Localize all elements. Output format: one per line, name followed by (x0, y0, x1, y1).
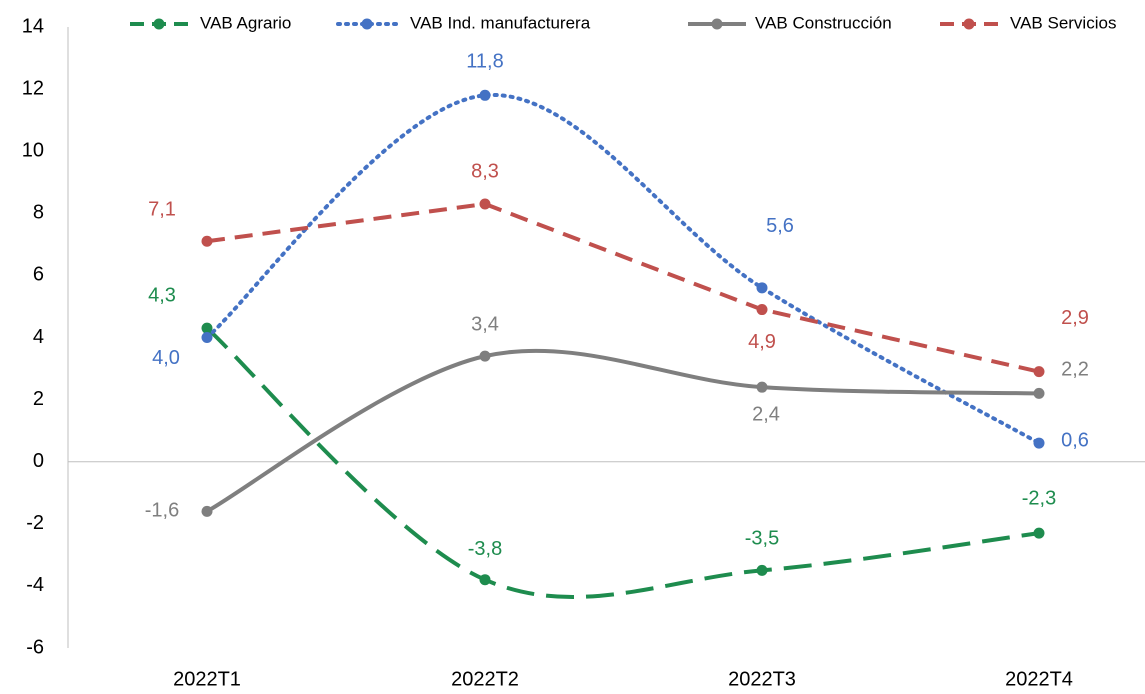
data-point (1033, 387, 1045, 399)
data-point (479, 89, 491, 101)
data-label: 4,0 (152, 347, 180, 369)
legend-marker (711, 18, 723, 30)
data-label: 11,8 (466, 51, 503, 73)
data-point (756, 304, 768, 316)
data-label: 2,9 (1061, 307, 1089, 329)
x-tick-label: 2022T1 (173, 668, 241, 690)
data-label: 4,9 (748, 331, 776, 353)
y-tick-label: 12 (22, 77, 44, 99)
y-tick-label: -6 (26, 636, 44, 658)
x-tick-label: 2022T3 (728, 668, 796, 690)
y-tick-label: 8 (33, 202, 44, 224)
data-point (201, 505, 213, 517)
data-label: 2,2 (1061, 359, 1089, 381)
data-label: 3,4 (471, 313, 499, 335)
legend-marker (153, 18, 165, 30)
data-point (479, 198, 491, 210)
data-point (756, 564, 768, 576)
data-label: -1,6 (145, 500, 179, 522)
y-tick-label: 2 (33, 388, 44, 410)
data-label: 0,6 (1061, 429, 1089, 451)
legend-label: VAB Agrario (200, 13, 291, 32)
legend-label: VAB Servicios (1010, 13, 1116, 32)
data-label: 5,6 (766, 215, 794, 237)
data-label: -3,8 (468, 538, 502, 560)
data-point (1033, 366, 1045, 378)
y-tick-label: 0 (33, 450, 44, 472)
y-tick-label: -4 (26, 574, 44, 596)
data-point (201, 332, 213, 343)
x-tick-label: 2022T4 (1005, 668, 1073, 690)
legend-marker (963, 18, 975, 30)
data-label: 4,3 (148, 284, 176, 306)
data-label: 8,3 (471, 160, 499, 182)
legend-marker (361, 18, 373, 30)
series-line (205, 326, 1040, 599)
data-label: 2,4 (752, 403, 780, 425)
data-point (479, 350, 491, 362)
data-point (201, 322, 213, 334)
data-point (201, 235, 213, 247)
series-line (205, 93, 1041, 446)
data-point (756, 282, 768, 294)
x-tick-label: 2022T2 (451, 668, 519, 690)
y-tick-label: 14 (22, 15, 44, 37)
series-line (206, 201, 1040, 374)
legend-label: VAB Ind. manufacturera (410, 13, 591, 32)
data-point (479, 574, 491, 586)
data-label: 7,1 (148, 199, 176, 221)
y-tick-label: 6 (33, 264, 44, 286)
legend-label: VAB Construcción (755, 13, 892, 32)
y-tick-label: -2 (26, 512, 44, 534)
data-point (1033, 527, 1045, 539)
y-tick-label: 4 (33, 326, 44, 348)
y-tick-label: 10 (22, 139, 44, 161)
data-label: -3,5 (745, 528, 779, 550)
data-label: -2,3 (1022, 487, 1056, 509)
data-point (1033, 437, 1045, 449)
series-line (206, 348, 1040, 514)
data-point (756, 381, 768, 393)
